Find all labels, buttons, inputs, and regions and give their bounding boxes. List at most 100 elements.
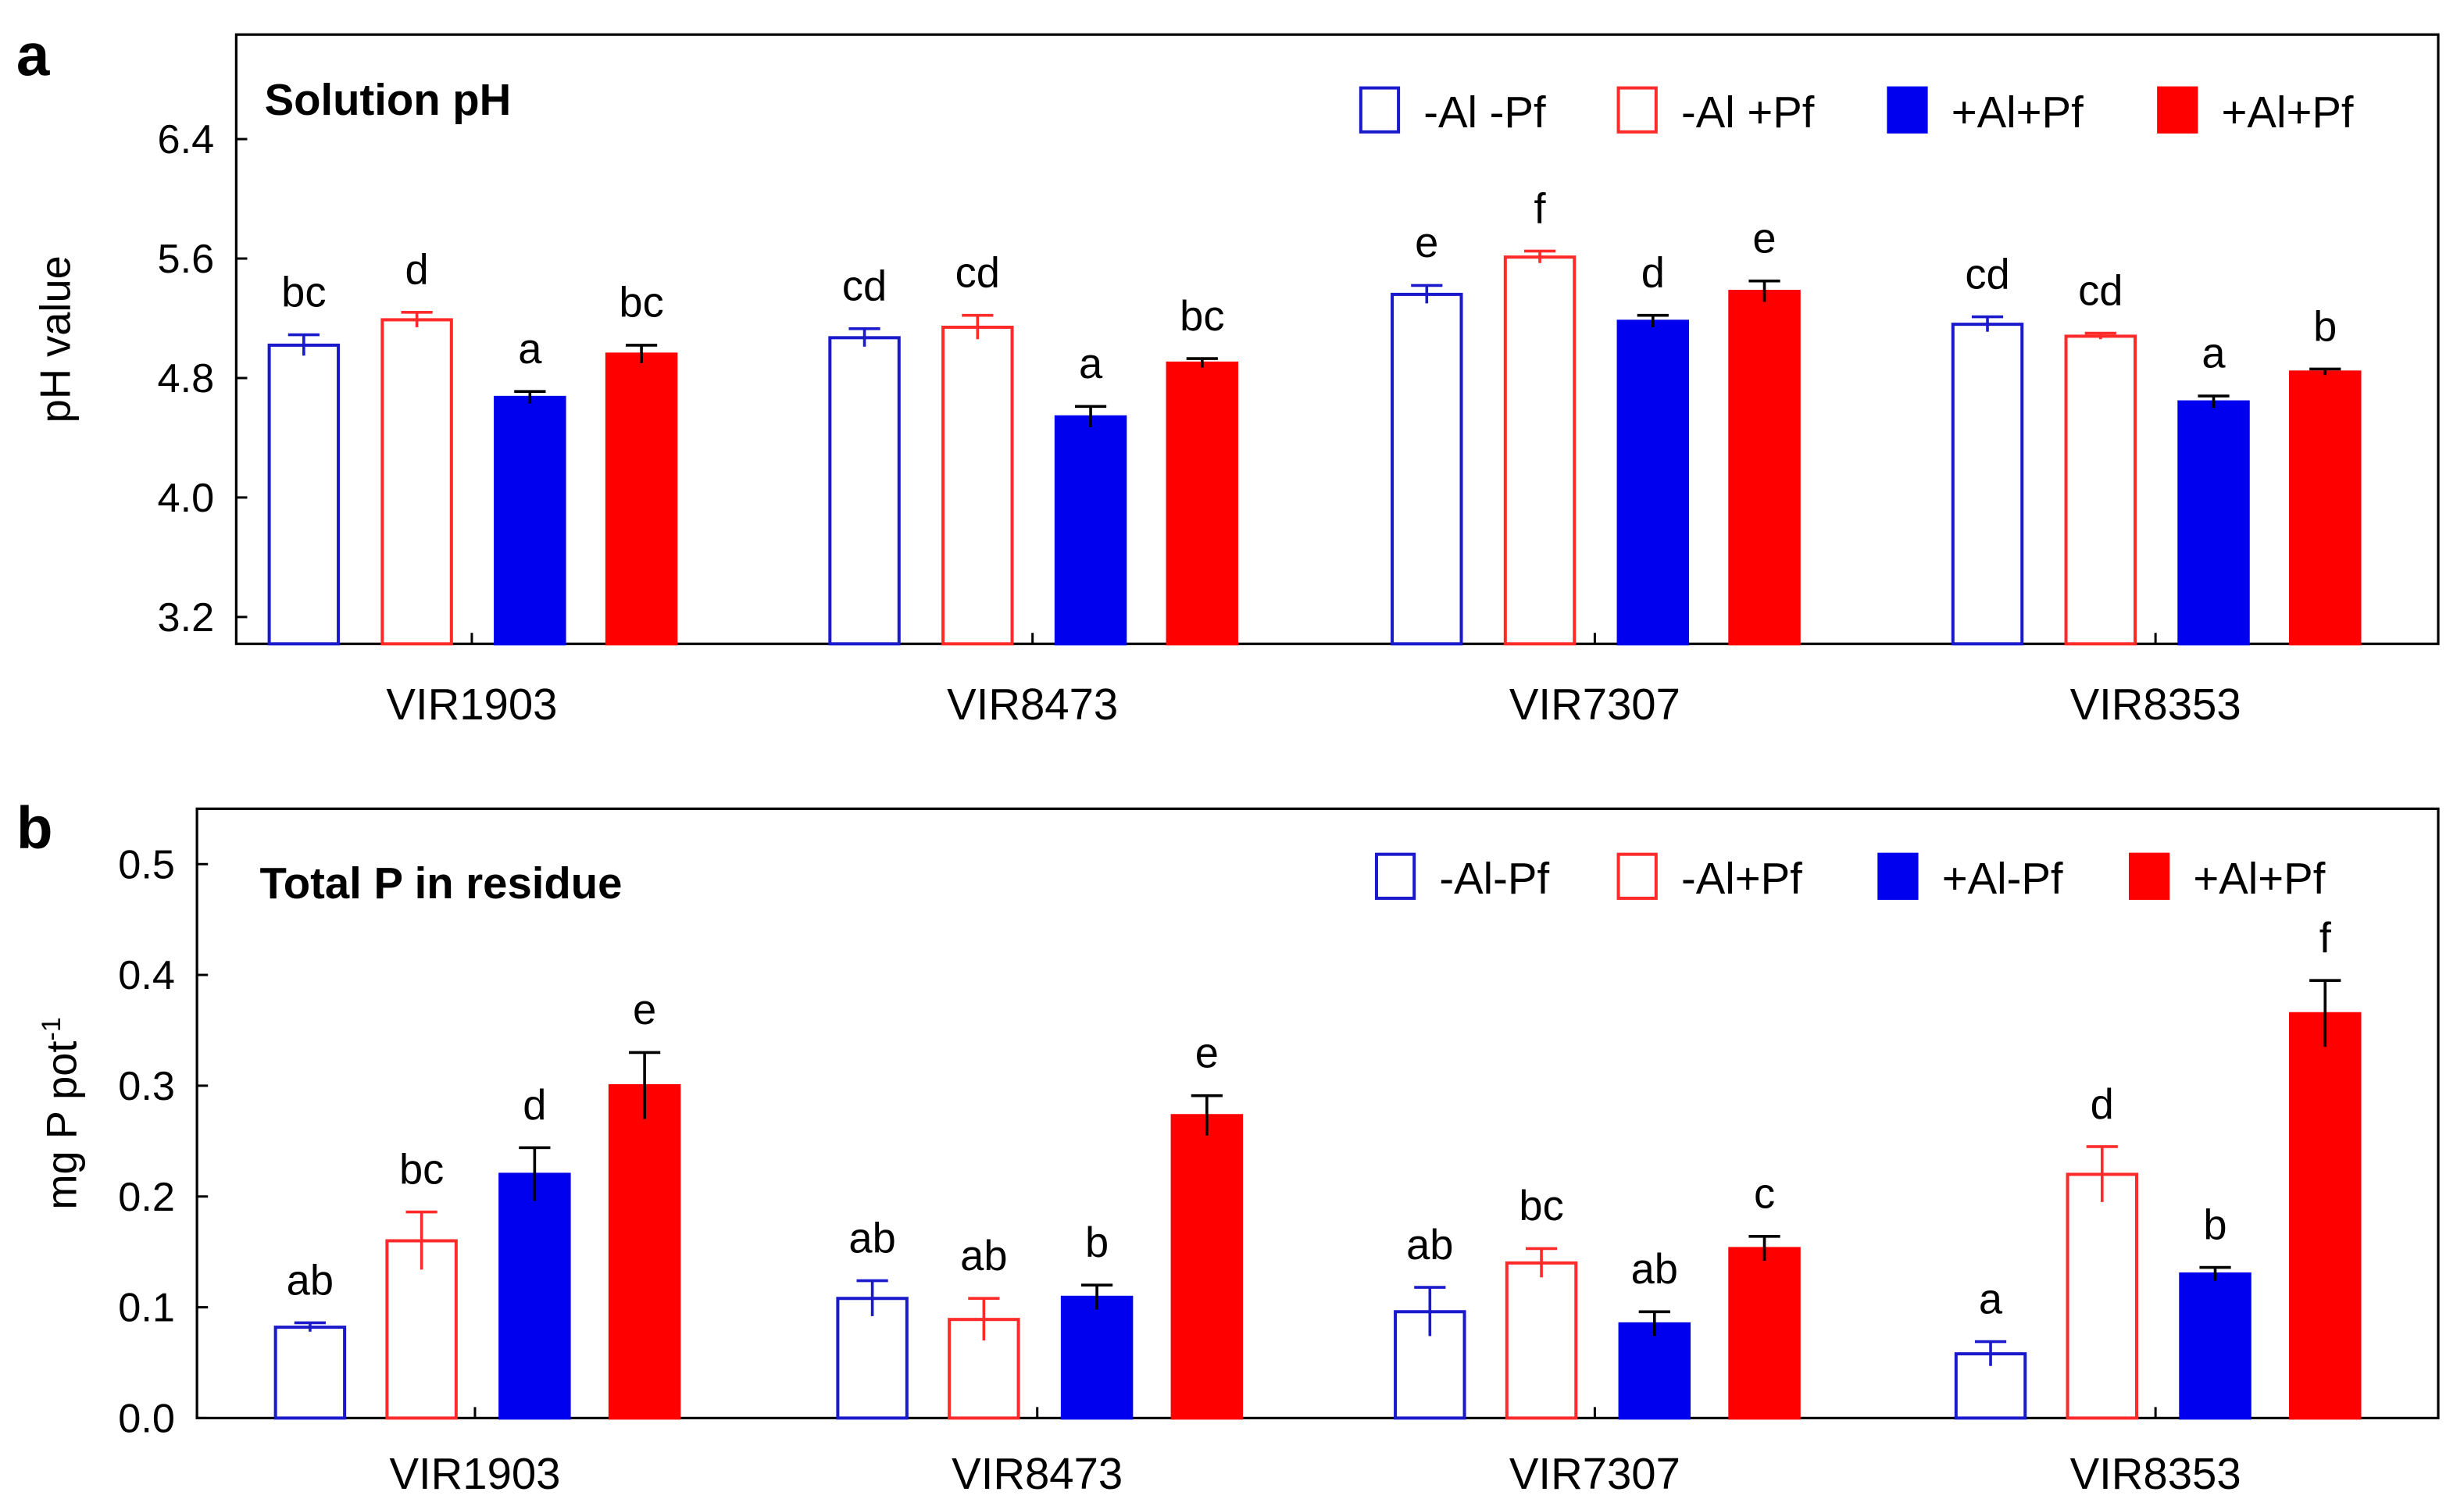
y-tick-label: 4.0 — [158, 476, 215, 521]
y-axis-label: mg P pot-1 — [37, 1017, 85, 1210]
significance-letter: e — [1195, 1030, 1219, 1077]
y-tick-label: 3.2 — [158, 595, 215, 641]
significance-letter: d — [1641, 248, 1665, 296]
legend-label: -Al+Pf — [1681, 854, 1802, 903]
significance-letter: ab — [1631, 1245, 1678, 1293]
legend-label: +Al+Pf — [2222, 87, 2354, 137]
legend-swatch — [1887, 86, 1928, 134]
y-tick-label: 0.0 — [118, 1397, 175, 1442]
significance-letter: b — [2313, 302, 2337, 350]
bar — [1728, 1247, 1801, 1420]
bar — [1054, 415, 1127, 646]
bar — [498, 1172, 571, 1420]
significance-letter: c — [1754, 1170, 1775, 1218]
legend-swatch — [1359, 86, 1401, 134]
bar — [836, 1297, 909, 1420]
legend-swatch — [2157, 86, 2198, 134]
legend-swatch — [1616, 86, 1658, 134]
bar — [1060, 1295, 1134, 1420]
significance-letter: a — [2202, 330, 2226, 377]
bar — [1503, 255, 1577, 646]
bar — [1618, 1322, 1691, 1420]
bar — [273, 1326, 347, 1420]
y-axis-label-superscript: -1 — [37, 1017, 66, 1040]
bar — [1505, 1261, 1578, 1420]
significance-letter: a — [518, 325, 542, 373]
y-tick-label: 0.2 — [118, 1175, 175, 1220]
significance-letter: e — [1415, 219, 1438, 266]
significance-letter: a — [1979, 1275, 2003, 1322]
y-tick-label: 0.4 — [118, 953, 175, 998]
bar — [385, 1239, 458, 1420]
legend-label: -Al -Pf — [1423, 87, 1546, 137]
chart-title: Total P in residue — [260, 858, 623, 908]
y-tick-label: 0.5 — [118, 842, 175, 887]
significance-letter: ab — [287, 1256, 334, 1304]
legend-label: +Al-Pf — [1942, 854, 2063, 903]
significance-letter: f — [1534, 184, 1547, 232]
x-tick-label: VIR7307 — [1509, 1449, 1680, 1498]
significance-letter: ab — [960, 1232, 1007, 1279]
significance-letter: cd — [842, 262, 887, 310]
legend-label: -Al +Pf — [1681, 87, 1815, 137]
bar — [380, 318, 453, 646]
significance-letter: ab — [848, 1214, 895, 1262]
significance-letter: ab — [1406, 1221, 1453, 1269]
x-tick-label: VIR8353 — [2070, 1449, 2241, 1498]
bar — [1951, 323, 2024, 646]
significance-letter: cd — [955, 248, 1000, 296]
y-tick-label: 0.3 — [118, 1064, 175, 1109]
legend-swatch — [1374, 852, 1416, 900]
bar — [2064, 334, 2137, 646]
bar — [1391, 292, 1463, 646]
bar — [1166, 361, 1239, 646]
x-tick-label: VIR8473 — [952, 1449, 1123, 1498]
legend-label: +Al+Pf — [1952, 87, 2084, 137]
significance-letter: d — [2091, 1080, 2114, 1128]
bar — [494, 395, 566, 646]
x-tick-label: VIR8473 — [947, 680, 1118, 729]
legend-swatch — [1616, 852, 1658, 900]
significance-letter: bc — [619, 279, 663, 327]
y-axis-label: pH value — [31, 255, 79, 423]
chart-title: Solution pH — [265, 75, 512, 124]
y-tick-label: 0.1 — [118, 1286, 175, 1331]
bar — [2289, 1012, 2362, 1420]
significance-letter: e — [633, 986, 656, 1033]
panel-a: a Solution pH 3.2 4.0 4.8 5.6 6.4 pH value VIR19… — [16, 23, 2440, 729]
bar — [608, 1083, 681, 1420]
panel-b: b Total P in residue 0.0 0.1 0.2 0.3 0.4 0.5 mg … — [16, 795, 2440, 1498]
bar — [2289, 370, 2362, 646]
y-tick-label: 4.8 — [158, 356, 215, 401]
x-tick-label: VIR1903 — [386, 680, 557, 729]
significance-letter: bc — [399, 1145, 444, 1193]
significance-letter: bc — [1180, 292, 1224, 340]
bar — [1728, 290, 1801, 646]
bar — [1616, 319, 1690, 646]
bar — [267, 343, 341, 646]
plot-frame — [234, 33, 2440, 645]
significance-letter: cd — [1965, 250, 2009, 298]
y-tick-label: 5.6 — [158, 237, 215, 282]
bar — [1170, 1114, 1244, 1420]
bar — [605, 352, 678, 646]
significance-letter: bc — [1519, 1182, 1563, 1229]
x-tick-label: VIR1903 — [389, 1449, 560, 1498]
bar — [2179, 1272, 2252, 1420]
bar — [2066, 1172, 2139, 1420]
significance-letter: e — [1752, 215, 1776, 262]
legend-label: +Al+Pf — [2193, 854, 2325, 903]
significance-letter: a — [1079, 340, 1103, 387]
legend-swatch — [2128, 852, 2170, 900]
plot-frame — [195, 807, 2440, 1420]
bar — [941, 325, 1014, 646]
significance-letter: d — [523, 1081, 546, 1129]
significance-letter: b — [2203, 1201, 2227, 1248]
legend-label: -Al-Pf — [1439, 854, 1549, 903]
bar — [828, 336, 901, 646]
significance-letter: d — [405, 246, 428, 294]
significance-letter: cd — [2078, 266, 2123, 314]
x-tick-label: VIR8353 — [2070, 680, 2241, 729]
